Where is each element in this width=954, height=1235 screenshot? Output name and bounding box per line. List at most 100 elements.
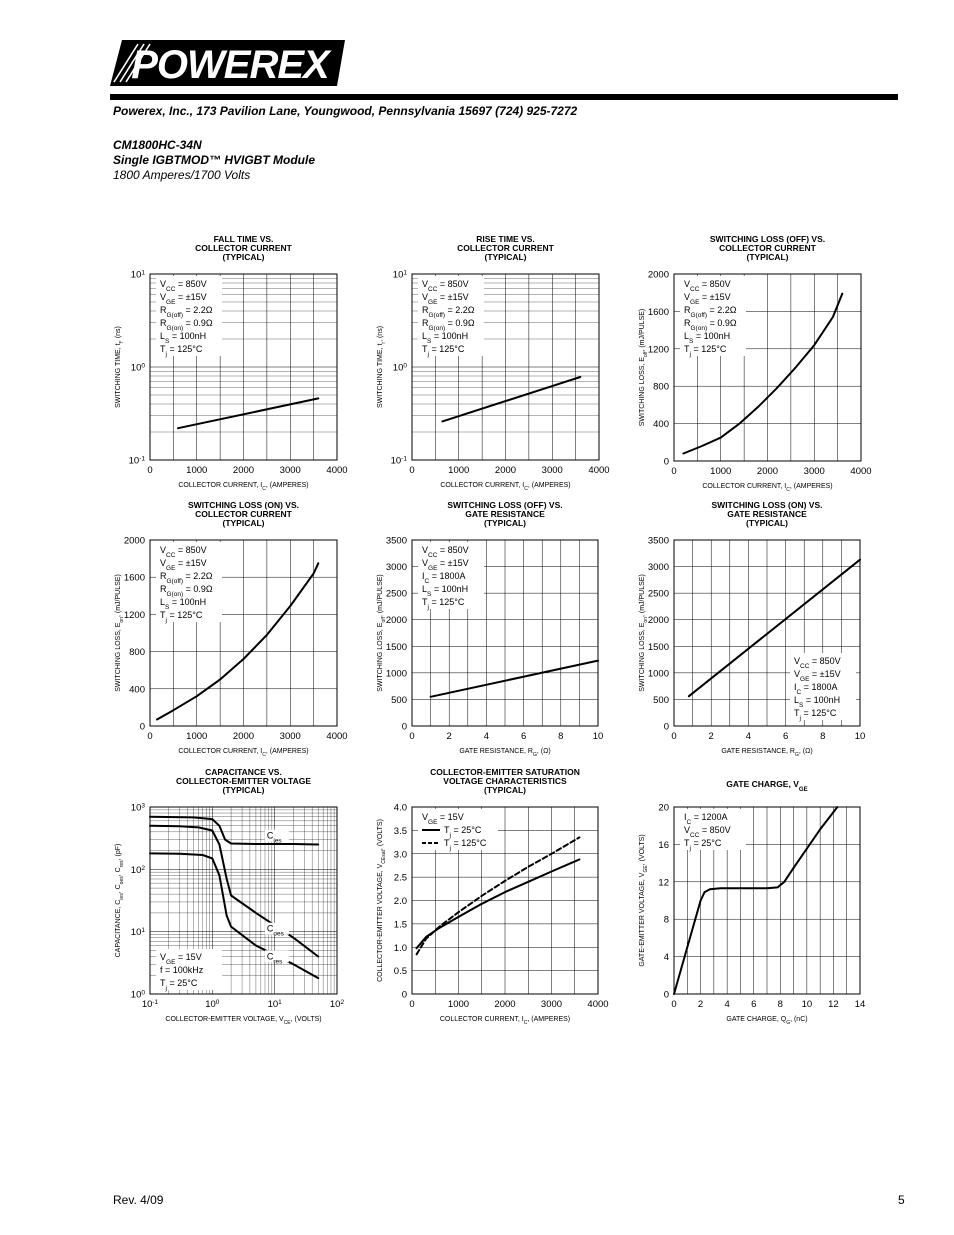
annotation-line: RG(on)​ = 0.9Ω <box>684 318 737 332</box>
rating: 1800 Amperes/1700 Volts <box>113 168 251 182</box>
annotation-line: VCC​ = 850V <box>160 545 207 559</box>
legend-label: Tj​ = 25°C <box>444 825 482 839</box>
annotation-line: Tj​ = 125°C <box>684 344 727 358</box>
y-axis-label: SWITCHING LOSS, Eon​, (mJ/PULSE) <box>115 574 125 692</box>
y-tick-label: 2000 <box>124 536 145 547</box>
y-tick-label: 4 <box>664 952 669 963</box>
annotation-box <box>680 809 746 850</box>
x-axis-label: GATE RESISTANCE, RG​, (Ω) <box>721 748 812 758</box>
y-axis-label: SWITCHING TIME, tf​, (ns) <box>115 326 125 408</box>
series-line <box>149 815 320 846</box>
plot-frame <box>673 539 861 727</box>
plot-frame <box>411 273 600 461</box>
x-tick-label: 0 <box>671 731 676 742</box>
series-label: Cies​ <box>267 831 283 845</box>
y-tick-label: 101 <box>131 927 146 939</box>
annotation-box <box>156 542 222 622</box>
y-tick-label: 101 <box>393 269 408 281</box>
chart-title: (TYPICAL) <box>222 518 264 528</box>
annotation-line: LS​ = 100nH <box>422 331 468 345</box>
chart-title: COLLECTOR-EMITTER VOLTAGE <box>176 776 311 786</box>
annotation-line: RG(off)​ = 2.2Ω <box>684 305 737 319</box>
y-tick-label: 2500 <box>386 589 407 600</box>
series-line <box>149 824 320 958</box>
chart-title: (TYPICAL) <box>222 252 264 262</box>
chart-title: CAPACITANCE VS. <box>205 767 282 777</box>
x-tick-label: 2000 <box>495 465 516 476</box>
y-tick-label: 102 <box>131 864 146 876</box>
x-tick-label: 4 <box>724 999 729 1010</box>
x-tick-label: 1000 <box>448 999 469 1010</box>
x-axis-label: COLLECTOR CURRENT, IC​, (AMPERES) <box>178 482 308 492</box>
x-axis-label: COLLECTOR CURRENT, IC​, (AMPERES) <box>702 483 832 493</box>
x-axis-label: COLLECTOR CURRENT, IC​, (AMPERES) <box>440 1016 570 1026</box>
annotation-line: IC​ = 1800A <box>422 571 466 585</box>
x-tick-label: 1000 <box>710 466 731 477</box>
y-tick-label: 1000 <box>648 668 669 679</box>
y-tick-label: 1.0 <box>394 943 407 954</box>
chart-title: GATE CHARGE, VGE​ <box>726 779 807 793</box>
x-tick-label: 2 <box>709 731 714 742</box>
x-tick-label: 4 <box>484 731 489 742</box>
series-line <box>156 562 320 721</box>
chart-title: COLLECTOR-EMITTER SATURATION <box>430 767 580 777</box>
series-label: Coes​ <box>267 924 285 938</box>
annotation-box <box>790 653 856 720</box>
annotation-line: Tj​ = 25°C <box>684 838 722 852</box>
annotation-line: LS​ = 100nH <box>160 597 206 611</box>
annotation-box <box>418 542 484 609</box>
chart-title: SWITCHING LOSS (ON) VS. <box>712 500 823 510</box>
annotation-line: VGE​ = ±15V <box>684 292 731 306</box>
x-tick-label: 4000 <box>326 465 347 476</box>
annotation-line: Tj​ = 125°C <box>422 344 465 358</box>
x-tick-label: 3000 <box>280 465 301 476</box>
y-tick-label: 101 <box>131 269 146 281</box>
x-axis-label: COLLECTOR CURRENT, IC​, (AMPERES) <box>440 482 570 492</box>
y-tick-label: 0 <box>664 722 669 733</box>
x-tick-label: 6 <box>751 999 756 1010</box>
x-tick-label: 2 <box>698 999 703 1010</box>
annotation-line: RG(off)​ = 2.2Ω <box>160 305 213 319</box>
chart-switching-loss-off-rg: SWITCHING LOSS (OFF) VS.GATE RESISTANCE(… <box>377 500 603 758</box>
x-tick-label: 0 <box>409 731 414 742</box>
x-tick-label: 4000 <box>850 466 871 477</box>
x-tick-label: 0 <box>147 465 152 476</box>
part-number: CM1800HC-34N <box>113 138 202 152</box>
y-tick-label: 10-1 <box>391 455 408 467</box>
y-tick-label: 20 <box>658 803 669 814</box>
y-tick-label: 2000 <box>386 615 407 626</box>
annotation-line: Tj​ = 125°C <box>422 597 465 611</box>
chart-title: COLLECTOR CURRENT <box>457 243 554 253</box>
x-tick-label: 2000 <box>233 731 254 742</box>
x-tick-label: 0 <box>409 465 414 476</box>
y-tick-label: 1600 <box>124 573 145 584</box>
annotation-line: RG(on)​ = 0.9Ω <box>422 318 475 332</box>
chart-title: (TYPICAL) <box>484 785 526 795</box>
chart-title: VOLTAGE CHARACTERISTICS <box>443 776 567 786</box>
x-tick-label: 0 <box>147 731 152 742</box>
chart-title: SWITCHING LOSS (OFF) VS. <box>710 234 825 244</box>
x-tick-label: 3000 <box>280 731 301 742</box>
x-tick-label: 4 <box>746 731 751 742</box>
logo-wordmark: POWEREX <box>131 43 332 86</box>
y-axis-label: GATE-EMITTER VOLTAGE, VGE​, (VOLTS) <box>639 834 649 966</box>
y-axis-label: SWITCHING TIME, tr​, (ns) <box>377 326 387 408</box>
x-tick-label: 0 <box>671 466 676 477</box>
x-tick-label: 1000 <box>448 465 469 476</box>
header-rule <box>110 94 898 100</box>
y-tick-label: 100 <box>131 989 146 1001</box>
y-tick-label: 800 <box>653 382 669 393</box>
x-axis-label: COLLECTOR-EMITTER VOLTAGE, VCE​, (VOLTS) <box>165 1016 321 1026</box>
annotation-line: LS​ = 100nH <box>684 331 730 345</box>
x-tick-label: 1000 <box>186 731 207 742</box>
y-axis-label: SWITCHING LOSS, Eoff​, (mJ/PULSE) <box>639 309 649 427</box>
annotation-box <box>680 276 746 356</box>
chart-title: COLLECTOR CURRENT <box>195 509 292 519</box>
x-tick-label: 3000 <box>541 999 562 1010</box>
y-tick-label: 1500 <box>648 642 669 653</box>
plot-frame <box>149 806 338 995</box>
x-axis-label: GATE CHARGE, QG​, (nC) <box>726 1016 807 1026</box>
plot-frame <box>149 273 338 461</box>
annotation-box <box>418 276 484 356</box>
annotation-line: RG(off)​ = 2.2Ω <box>160 571 213 585</box>
